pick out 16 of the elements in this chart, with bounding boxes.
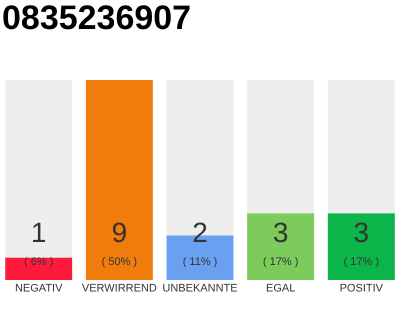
data-label: 3 [272,217,288,248]
chart-title: 0835236907 [2,0,192,37]
x-tick-label: UNBEKANNTE [162,282,238,294]
annotation: ( 17% ) [262,256,298,268]
data-label: 1 [30,217,46,248]
x-tick-label: VERWIRREND [82,282,157,294]
annotation: ( 50% ) [102,256,138,268]
x-tick-label: POSITIV [340,282,384,294]
data-label: 3 [354,217,370,248]
bar [5,258,72,280]
x-tick-label: NEGATIV [14,282,64,294]
annotation: ( 6% ) [24,256,54,268]
x-tick-label: EGAL [266,282,296,294]
annotation: ( 17% ) [344,256,380,268]
data-label: 9 [112,217,128,248]
annotation: ( 11% ) [182,256,218,268]
